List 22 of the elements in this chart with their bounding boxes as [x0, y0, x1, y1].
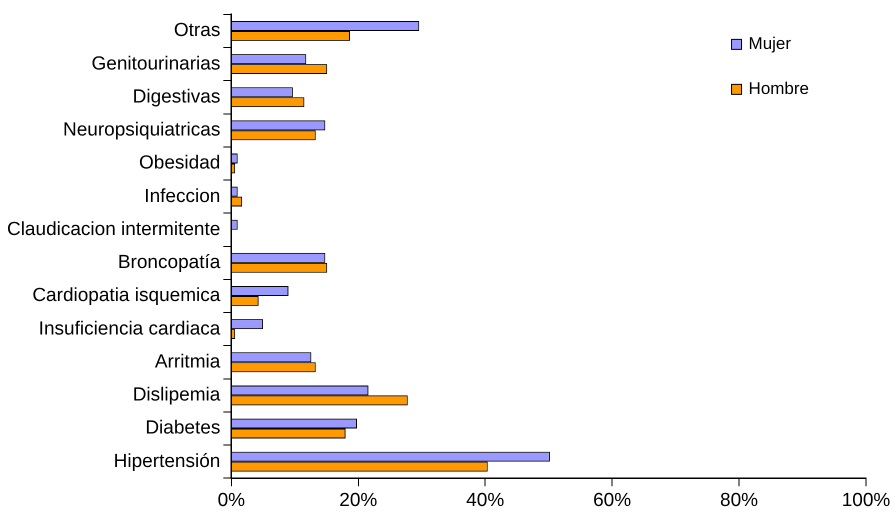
- y-tick-label: Otras: [174, 20, 220, 42]
- x-tick-label: 0%: [218, 490, 246, 511]
- y-tick-label: Insuficiencia cardiaca: [38, 318, 221, 340]
- y-tick-label: Obesidad: [138, 152, 220, 174]
- legend-label: Hombre: [748, 79, 810, 98]
- y-tick-label: Neuropsiquiatricas: [62, 120, 220, 141]
- legend-label: Mujer: [748, 34, 792, 54]
- x-tick-label: 60%: [593, 490, 632, 511]
- y-tick-label: Dislipemia: [132, 384, 221, 406]
- y-tick-label: Hipertensión: [114, 450, 220, 472]
- y-tick-label: Genitourinarias: [91, 53, 220, 74]
- y-tick-label: Arritmia: [154, 351, 221, 372]
- y-tick-label: Infeccion: [144, 186, 220, 207]
- x-tick-label: 40%: [466, 490, 504, 511]
- y-tick-label: Broncopatía: [118, 252, 221, 274]
- x-tick-label: 80%: [720, 490, 758, 511]
- x-tick-label: 20%: [339, 490, 378, 511]
- y-tick-label: Cardiopatia isquemica: [32, 285, 221, 306]
- y-tick-label: Claudicacion intermitente: [6, 218, 220, 240]
- x-tick-label: 100%: [842, 490, 890, 511]
- y-tick-label: Diabetes: [145, 418, 220, 439]
- y-tick-label: Digestivas: [132, 86, 220, 108]
